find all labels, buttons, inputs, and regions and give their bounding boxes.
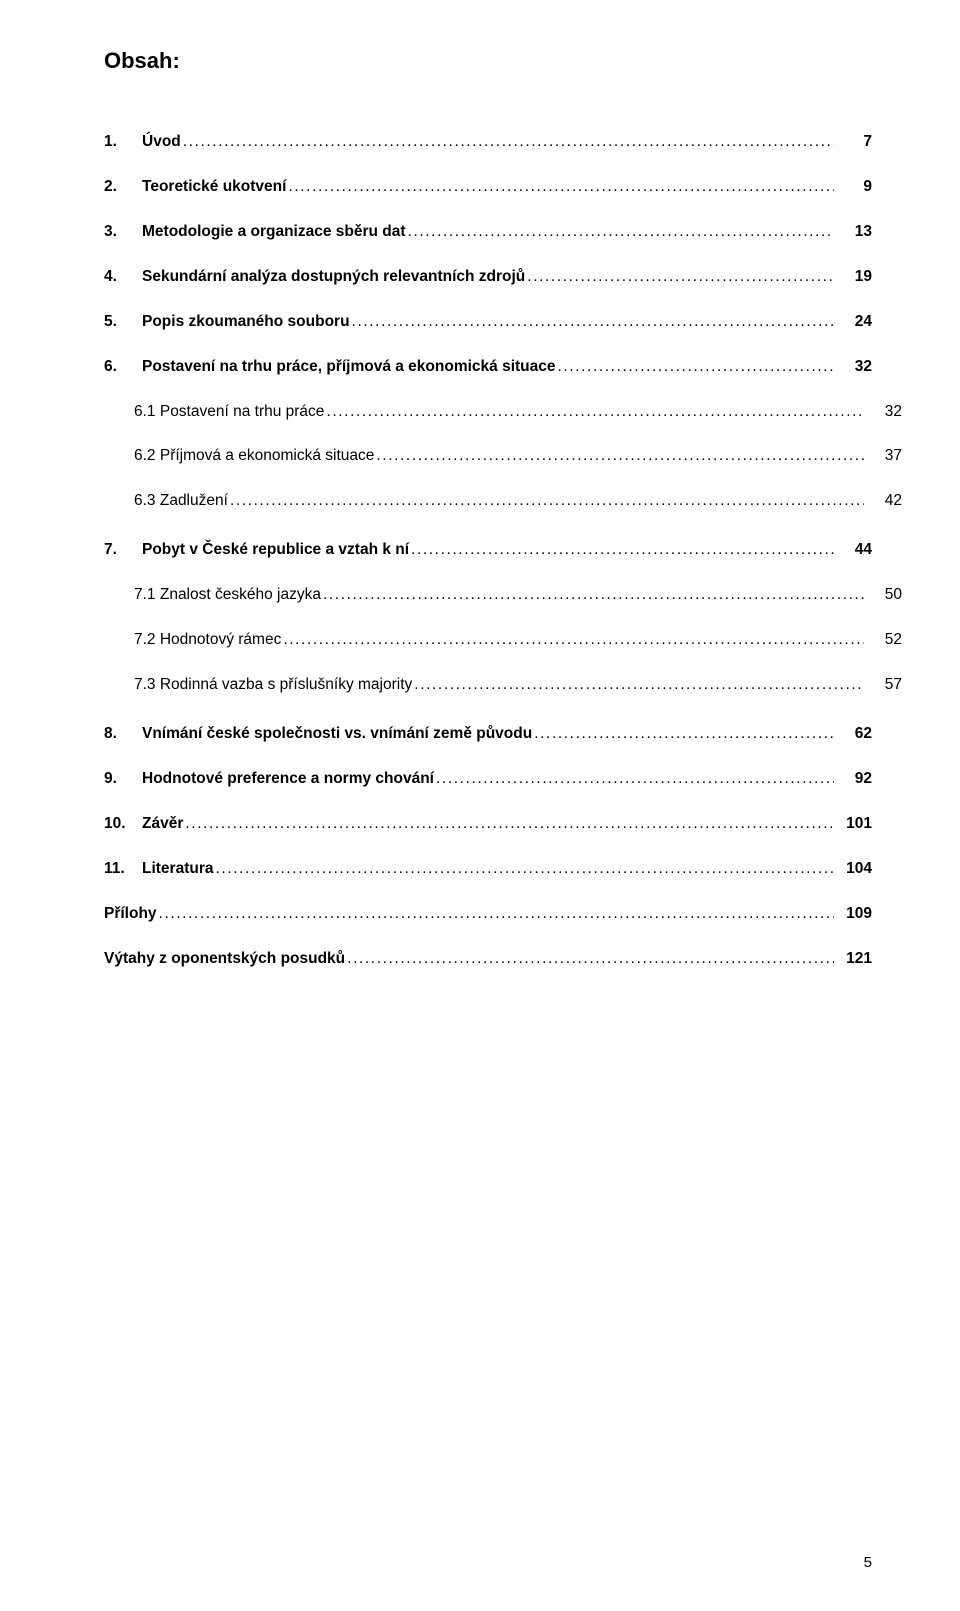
toc-entry-number: 7. (104, 540, 142, 561)
toc-entry: 5.Popis zkoumaného souboru 24 (104, 312, 872, 333)
toc-entry-label: 6.2 Příjmová a ekonomická situace (134, 446, 374, 467)
toc-leader-dots (345, 949, 834, 970)
toc-entry-label: Přílohy (104, 904, 157, 925)
toc-entry-label: Závěr (142, 814, 183, 835)
toc-leader-dots (157, 904, 834, 925)
toc-entry: 7.3 Rodinná vazba s příslušníky majority… (104, 675, 902, 696)
toc-entry: 1.Úvod 7 (104, 132, 872, 153)
toc-entry-label: Hodnotové preference a normy chování (142, 769, 434, 790)
toc-entry-number: 10. (104, 814, 142, 835)
toc-entry-page: 9 (834, 177, 872, 198)
toc-entry-number: 6. (104, 357, 142, 378)
toc-entry-page: 24 (834, 312, 872, 333)
toc-entry-page: 32 (834, 357, 872, 378)
toc-entry-page: 50 (864, 585, 902, 606)
toc-leader-dots (556, 357, 835, 378)
toc-entry-number: 2. (104, 177, 142, 198)
toc-leader-dots (374, 446, 864, 467)
toc-entry-page: 44 (834, 540, 872, 561)
toc-leader-dots (350, 312, 834, 333)
toc-entry-page: 101 (834, 814, 872, 835)
toc-entry-number: 8. (104, 724, 142, 745)
toc-entry: 10.Závěr 101 (104, 814, 872, 835)
toc-entry-page: 57 (864, 675, 902, 696)
toc-entry-label: 7.1 Znalost českého jazyka (134, 585, 321, 606)
toc-leader-dots (228, 491, 864, 512)
toc-leader-dots (286, 177, 834, 198)
toc-entry: Přílohy 109 (104, 904, 872, 925)
toc-leader-dots (412, 675, 864, 696)
toc-entry: 4.Sekundární analýza dostupných relevant… (104, 267, 872, 288)
toc-entry: 6.2 Příjmová a ekonomická situace 37 (104, 446, 902, 467)
toc-entry-label: 7.3 Rodinná vazba s příslušníky majority (134, 675, 412, 696)
toc-entry-page: 32 (864, 402, 902, 423)
toc-entry-label: Teoretické ukotvení (142, 177, 286, 198)
toc-leader-dots (406, 222, 834, 243)
toc-entry-page: 7 (834, 132, 872, 153)
toc-entry: 6.3 Zadlužení 42 (104, 491, 902, 512)
toc-entry: 6.Postavení na trhu práce, příjmová a ek… (104, 357, 872, 378)
toc-entry-page: 19 (834, 267, 872, 288)
toc-entry-page: 92 (834, 769, 872, 790)
toc-entry: 7.2 Hodnotový rámec 52 (104, 630, 902, 651)
toc-leader-dots (434, 769, 834, 790)
toc-entry-page: 37 (864, 446, 902, 467)
toc-entry-page: 52 (864, 630, 902, 651)
page-number: 5 (104, 1554, 876, 1571)
toc-leader-dots (532, 724, 834, 745)
toc-entry-label: Úvod (142, 132, 181, 153)
toc-entry-page: 121 (834, 949, 872, 970)
toc-entry-number: 3. (104, 222, 142, 243)
toc-entry: 9.Hodnotové preference a normy chování 92 (104, 769, 872, 790)
toc-heading: Obsah: (104, 48, 872, 74)
toc-entry: 8.Vnímání české společnosti vs. vnímání … (104, 724, 872, 745)
toc-entry-number: 9. (104, 769, 142, 790)
toc-entry-label: 6.3 Zadlužení (134, 491, 228, 512)
toc-entry-page: 13 (834, 222, 872, 243)
toc-leader-dots (409, 540, 834, 561)
toc-entry-label: Metodologie a organizace sběru dat (142, 222, 406, 243)
toc-entry-label: Pobyt v České republice a vztah k ní (142, 540, 409, 561)
toc-leader-dots (183, 814, 834, 835)
toc-entry: 2.Teoretické ukotvení 9 (104, 177, 872, 198)
toc-list: 1.Úvod 7 2.Teoretické ukotvení 9 3.Metodolog… (104, 132, 872, 994)
toc-leader-dots (321, 585, 864, 606)
toc-entry-page: 109 (834, 904, 872, 925)
toc-leader-dots (214, 859, 835, 880)
toc-entry-label: Sekundární analýza dostupných relevantní… (142, 267, 525, 288)
toc-entry-page: 104 (834, 859, 872, 880)
toc-entry-number: 1. (104, 132, 142, 153)
toc-entry-label: Postavení na trhu práce, příjmová a ekon… (142, 357, 556, 378)
toc-entry-label: Výtahy z oponentských posudků (104, 949, 345, 970)
toc-entry-label: 7.2 Hodnotový rámec (134, 630, 281, 651)
toc-entry-label: Vnímání české společnosti vs. vnímání ze… (142, 724, 532, 745)
toc-entry-page: 42 (864, 491, 902, 512)
toc-entry: 6.1 Postavení na trhu práce 32 (104, 402, 902, 423)
toc-entry-label: Literatura (142, 859, 214, 880)
toc-leader-dots (324, 402, 864, 423)
toc-entry-number: 5. (104, 312, 142, 333)
toc-entry: 7.1 Znalost českého jazyka 50 (104, 585, 902, 606)
toc-entry-page: 62 (834, 724, 872, 745)
toc-leader-dots (281, 630, 864, 651)
toc-entry-number: 4. (104, 267, 142, 288)
toc-leader-dots (525, 267, 834, 288)
toc-entry: 3.Metodologie a organizace sběru dat 13 (104, 222, 872, 243)
toc-entry-label: Popis zkoumaného souboru (142, 312, 350, 333)
toc-entry: Výtahy z oponentských posudků 121 (104, 949, 872, 970)
toc-entry: 11.Literatura 104 (104, 859, 872, 880)
toc-leader-dots (181, 132, 834, 153)
toc-entry-number: 11. (104, 859, 142, 880)
toc-entry-label: 6.1 Postavení na trhu práce (134, 402, 324, 423)
toc-entry: 7.Pobyt v České republice a vztah k ní 44 (104, 540, 872, 561)
